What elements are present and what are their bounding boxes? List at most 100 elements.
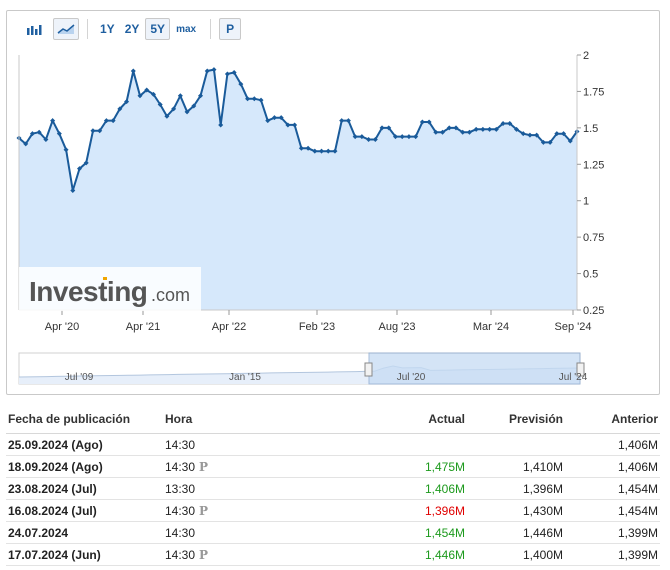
- navigator-handle-left[interactable]: [364, 362, 373, 377]
- data-point: [332, 148, 338, 154]
- time-value: 14:30: [165, 437, 196, 452]
- data-point: [527, 132, 533, 138]
- x-tick-label: Aug '23: [379, 321, 416, 333]
- data-point: [124, 99, 130, 105]
- data-point: [56, 131, 62, 137]
- chart-widget: 1Y 2Y 5Y max P 2 1.75 1.5 1.25 1 0.75 0.5 0.25 …: [6, 10, 660, 395]
- data-point: [218, 122, 224, 128]
- data-point: [150, 91, 156, 97]
- cell-date: 25.09.2024 (Ago): [6, 433, 163, 456]
- header-forecast: Previsión: [469, 404, 565, 434]
- x-tick-label: Apr '20: [45, 321, 80, 333]
- x-tick-label: Sep '24: [555, 321, 592, 333]
- cell-actual: 1,475M: [317, 455, 469, 478]
- range-5y-button[interactable]: 5Y: [145, 18, 171, 40]
- data-point: [513, 126, 519, 132]
- data-point: [426, 119, 432, 125]
- data-point: [554, 131, 560, 137]
- data-point: [251, 96, 257, 102]
- p-button[interactable]: P: [219, 18, 242, 40]
- y-tick-label: 0.5: [583, 269, 598, 281]
- cell-actual: 1,454M: [317, 521, 469, 544]
- data-point: [507, 120, 513, 126]
- data-point: [292, 122, 298, 128]
- data-point: [305, 145, 311, 151]
- investing-watermark: Investing .com: [19, 267, 201, 311]
- area-chart-icon[interactable]: [53, 18, 79, 40]
- data-point: [130, 68, 136, 74]
- toolbar-divider: [210, 19, 212, 39]
- preliminary-icon: P: [199, 547, 209, 562]
- table-row: 18.09.2024 (Ago) 14:30 P 1,475M 1,410M 1,406M: [6, 455, 660, 478]
- data-point: [23, 141, 29, 147]
- toolbar-divider: [87, 19, 88, 39]
- data-point: [164, 113, 170, 119]
- cell-actual: 1,446M: [317, 543, 469, 566]
- watermark-bg: [19, 267, 201, 311]
- cell-previous: 1,406M: [565, 455, 660, 478]
- cell-time: 14:30 P: [163, 543, 317, 566]
- cell-date: 17.07.2024 (Jun): [6, 543, 163, 566]
- x-axis: Apr '20 Apr '21 Apr '22 Feb '23 Aug '23 Mar '…: [45, 310, 592, 333]
- watermark-suffix: .com: [151, 285, 190, 305]
- y-tick-label: 2: [583, 50, 589, 62]
- navigator[interactable]: Jul '09 Jan '15 Jul '20 Jul '24: [18, 352, 588, 385]
- data-point: [83, 160, 89, 166]
- data-point: [460, 129, 466, 135]
- data-point: [245, 96, 251, 102]
- cell-actual: 1,406M: [317, 477, 469, 500]
- cell-actual: [317, 433, 469, 456]
- data-point: [473, 126, 479, 132]
- cell-forecast: 1,410M: [469, 455, 565, 478]
- data-point: [285, 122, 291, 128]
- data-point: [325, 148, 331, 154]
- range-1y-button[interactable]: 1Y: [100, 22, 115, 36]
- navigator-label: Jul '24: [559, 372, 588, 383]
- data-point: [144, 87, 150, 93]
- data-point: [238, 81, 244, 87]
- data-point: [117, 106, 123, 112]
- table-row: 16.08.2024 (Jul) 14:30 P 1,396M 1,430M 1,454M: [6, 499, 660, 522]
- cell-time: 14:30 P: [163, 455, 317, 478]
- cell-forecast: 1,430M: [469, 499, 565, 522]
- data-point: [413, 134, 419, 140]
- data-point: [265, 118, 271, 124]
- y-axis: 2 1.75 1.5 1.25 1 0.75 0.5 0.25: [577, 50, 604, 317]
- data-point: [487, 126, 493, 132]
- cell-date: 24.07.2024: [6, 521, 163, 544]
- data-point: [547, 139, 553, 145]
- data-point: [103, 118, 109, 124]
- data-point: [110, 118, 116, 124]
- data-point: [419, 119, 425, 125]
- navigator-handle-right[interactable]: [576, 362, 585, 377]
- data-point: [453, 125, 459, 131]
- data-point: [339, 118, 345, 124]
- data-point: [36, 129, 42, 135]
- cell-date: 23.08.2024 (Jul): [6, 477, 163, 500]
- data-point: [90, 128, 96, 134]
- navigator-label: Jul '20: [397, 372, 426, 383]
- release-history-table: Fecha de publicación Hora Actual Previsi…: [6, 404, 660, 566]
- cell-forecast: 1,446M: [469, 521, 565, 544]
- data-point: [372, 137, 378, 143]
- data-point: [567, 138, 573, 144]
- data-point: [399, 134, 405, 140]
- y-tick-label: 1.25: [583, 159, 604, 171]
- data-point: [258, 97, 264, 103]
- cell-time: 13:30: [163, 477, 317, 500]
- x-tick-label: Apr '22: [212, 321, 247, 333]
- time-value: 14:30: [165, 459, 196, 474]
- data-point: [406, 134, 412, 140]
- table-row: 23.08.2024 (Jul) 13:30 1,406M 1,396M 1,454M: [6, 477, 660, 500]
- range-max-button[interactable]: max: [176, 23, 197, 35]
- range-2y-button[interactable]: 2Y: [124, 22, 140, 36]
- bar-chart-icon[interactable]: [21, 18, 47, 40]
- cell-forecast: 1,400M: [469, 543, 565, 566]
- x-tick-label: Mar '24: [473, 321, 509, 333]
- y-tick-label: 0.75: [583, 232, 604, 244]
- cell-forecast: [469, 433, 565, 456]
- preliminary-icon: P: [199, 459, 209, 474]
- data-point: [359, 134, 365, 140]
- data-point: [29, 131, 35, 137]
